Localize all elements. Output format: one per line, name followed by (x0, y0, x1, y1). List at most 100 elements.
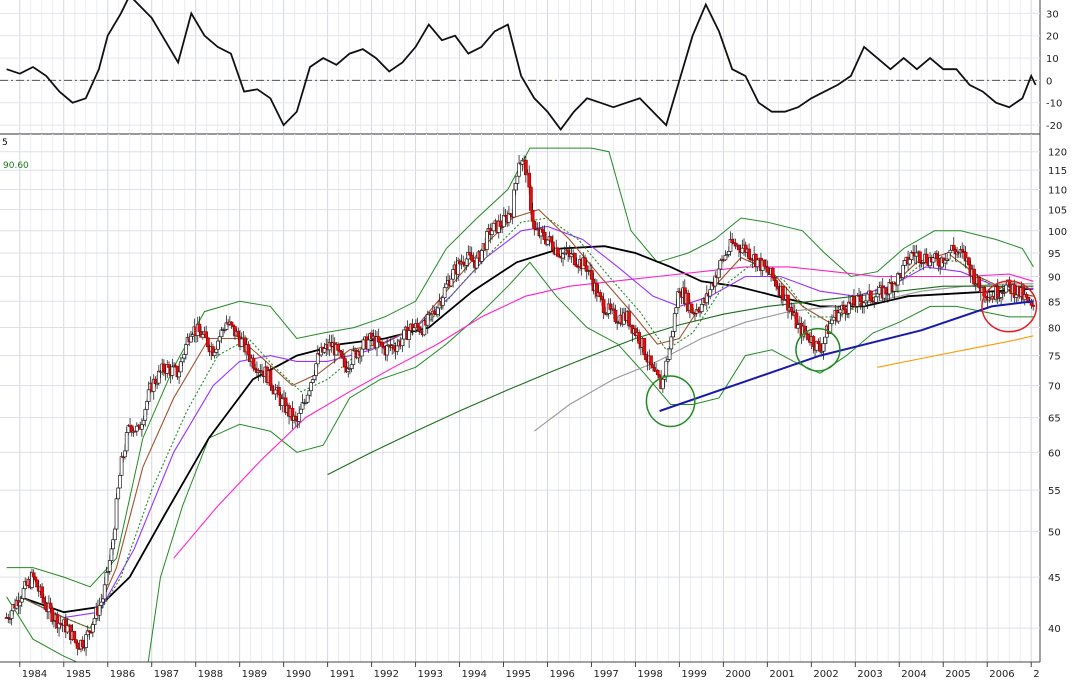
candle-up (902, 260, 907, 266)
candle-down (540, 228, 545, 233)
last-value-label: 90.60 (3, 161, 29, 171)
candle-down (229, 321, 234, 326)
candle-down (31, 572, 36, 578)
x-axis-tick-label: 2003 (857, 669, 882, 680)
candle-up (412, 327, 417, 332)
candle-up (948, 249, 953, 254)
candle-down (583, 257, 587, 267)
candle-down (689, 303, 694, 313)
x-axis-tick-label: 2002 (813, 669, 838, 680)
candle-up (664, 360, 669, 377)
candle-up (862, 302, 866, 307)
price-y-tick-label: 80 (1048, 324, 1061, 335)
candle-down (601, 299, 606, 313)
candle-up (124, 432, 129, 452)
candle-down (762, 259, 767, 267)
candle-up (796, 324, 800, 329)
candle-up (19, 598, 24, 603)
candle-up (9, 610, 14, 619)
candle-up (102, 584, 107, 600)
candle-up (101, 598, 105, 603)
candle-up (212, 351, 217, 356)
x-axis-tick-label: 2006 (989, 669, 1014, 680)
candle-down (774, 280, 779, 287)
candle-up (671, 331, 675, 338)
candle-up (273, 389, 278, 395)
candle-up (170, 366, 175, 376)
candle-up (407, 330, 411, 340)
candle-down (730, 239, 735, 244)
price-y-tick-label: 55 (1048, 486, 1061, 497)
candle-down (270, 385, 274, 391)
candle-down (392, 345, 396, 350)
price-y-tick-label: 70 (1048, 381, 1061, 392)
candle-up (517, 162, 521, 177)
candle-up (361, 339, 366, 350)
corner-box (1040, 662, 1092, 700)
candle-down (972, 268, 976, 285)
osc-y-tick-label: 20 (1046, 32, 1059, 43)
price-y-tick-label: 85 (1048, 297, 1061, 308)
x-axis-tick-label: 1987 (154, 669, 179, 680)
candle-up (109, 548, 114, 561)
candle-down (737, 244, 741, 250)
candle-down (655, 370, 660, 376)
candle-up (755, 259, 760, 268)
candle-up (216, 340, 220, 350)
candle-down (498, 220, 503, 227)
moving-average-line (327, 285, 1034, 476)
candle-up (91, 624, 95, 633)
x-axis-tick-label: 1986 (110, 669, 135, 680)
candle-down (376, 336, 381, 343)
candle-up (84, 634, 88, 648)
candle-down (967, 257, 971, 266)
candle-up (830, 319, 834, 325)
candle-down (747, 248, 751, 259)
candle-down (600, 296, 604, 300)
candle-down (246, 344, 251, 356)
candle-up (490, 230, 494, 235)
price-panel: 40 45 50 55 60 65 70 75 80 85 90 95 100 105 110 115 120 1… (0, 134, 1092, 700)
x-axis-tick-label: 1996 (549, 669, 574, 680)
price-y-tick-label: 90 (1048, 272, 1061, 283)
x-axis-tick-label: 2004 (901, 669, 926, 680)
candle-up (351, 350, 356, 365)
candle-down (858, 295, 863, 302)
candle-down (35, 579, 39, 588)
osc-y-tick-label: 10 (1046, 54, 1059, 65)
price-y-tick-label: 120 (1048, 148, 1067, 159)
price-y-tick-label: 115 (1048, 166, 1067, 177)
x-axis-tick-label: 1989 (242, 669, 267, 680)
x-axis-tick-label: 2001 (769, 669, 794, 680)
candle-down (469, 254, 474, 261)
candle-up (312, 375, 317, 380)
candle-up (667, 348, 672, 360)
moving-average-line (19, 208, 1034, 629)
candle-up (322, 348, 327, 353)
x-axis-tick-label: 1999 (681, 669, 706, 680)
candle-up (146, 389, 151, 402)
moving-average-line (877, 335, 1034, 368)
candle-up (307, 390, 312, 396)
candle-down (934, 253, 939, 259)
candle-up (1014, 294, 1019, 298)
candle-down (589, 270, 594, 280)
candle-down (33, 576, 38, 581)
candle-down (527, 172, 532, 188)
candle-up (297, 412, 302, 422)
candle-up (865, 293, 870, 302)
support-trendline (659, 300, 1034, 412)
candle-down (770, 267, 775, 278)
osc-series-line (6, 0, 1037, 132)
candle-up (21, 588, 26, 599)
price-y-tick-label: 95 (1048, 249, 1061, 260)
x-axis-strip (0, 662, 1092, 700)
candle-up (716, 268, 721, 278)
candle-up (726, 251, 731, 255)
candle-up (855, 295, 860, 307)
candle-down (197, 323, 202, 332)
candle-up (513, 183, 518, 191)
candle-down (566, 249, 570, 254)
candle-down (251, 357, 256, 369)
